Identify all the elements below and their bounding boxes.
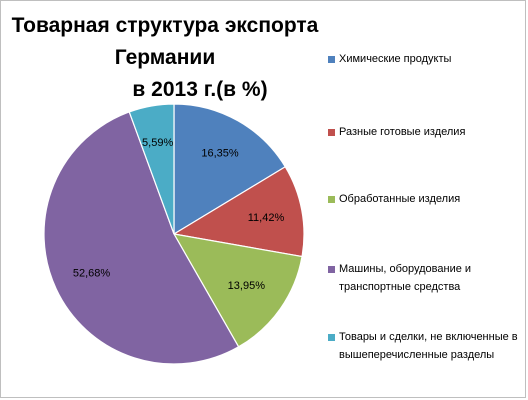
pie-slice (173, 103, 287, 236)
chart-title: Товарная структура экспорта Германии в 2… (0, 10, 330, 106)
slice-data-label: 11,42% (248, 212, 285, 224)
slice-data-label: 16,35% (201, 147, 239, 159)
slice-data-label: 52,68% (73, 267, 111, 279)
chart-title-line-2: в 2013 г.(в %) (132, 78, 268, 101)
legend-label: Машины, оборудование и транспортные сред… (339, 263, 472, 293)
slice-data-label: 13,95% (228, 280, 266, 292)
pie-slice (43, 111, 240, 365)
slice-data-label: 5,59% (142, 137, 173, 149)
pie-slice (172, 233, 303, 348)
chart-title-line-1: Товарная структура экспорта Германии (11, 14, 319, 69)
legend-label: Химические продукты (339, 53, 452, 65)
pie-slice (172, 165, 305, 258)
legend-label: Обработанные изделия (339, 193, 461, 205)
legend-swatch (328, 129, 335, 136)
legend-swatch (328, 196, 335, 203)
legend-swatch (328, 266, 335, 273)
pie-slice (128, 103, 175, 235)
legend-label: Товары и сделки, не включенные в вышепер… (339, 331, 518, 361)
legend-label: Разные готовые изделия (339, 126, 466, 138)
legend-swatch (328, 334, 335, 341)
legend-swatch (328, 56, 335, 63)
